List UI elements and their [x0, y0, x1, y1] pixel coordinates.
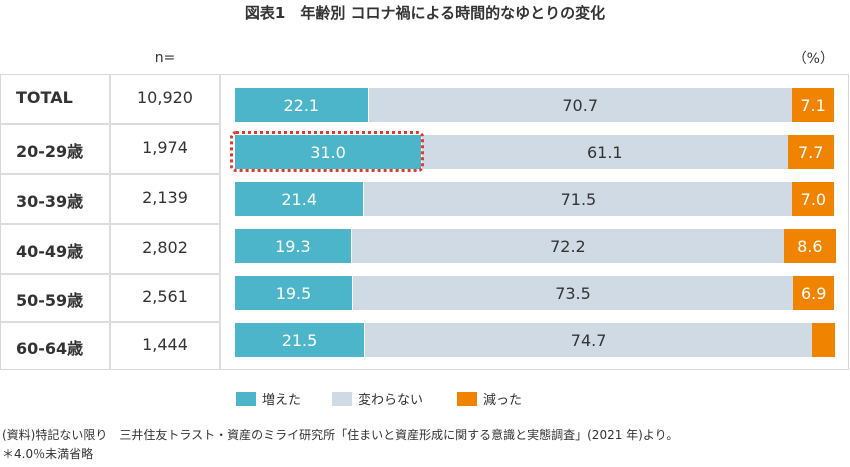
- legend-item: 変わらない: [332, 389, 423, 408]
- data-label: 22.1: [283, 95, 320, 115]
- legend-item: 増えた: [236, 389, 301, 408]
- data-label: 72.2: [550, 236, 586, 256]
- data-label: 74.7: [570, 330, 607, 350]
- bar-segment: 21.5: [235, 323, 364, 357]
- bar-segment: 73.5: [352, 276, 793, 310]
- bar-segment: 22.1: [235, 88, 368, 122]
- n-value: 2,561: [142, 287, 188, 306]
- data-label: 73.5: [555, 283, 591, 303]
- legend-label: 増えた: [262, 393, 302, 408]
- bar-segment: 21.4: [235, 182, 364, 216]
- data-label: 21.4: [281, 189, 317, 209]
- chart-title: 図表1 年齢別 コロナ禍による時間的なゆとりの変化: [244, 4, 606, 22]
- divider: [219, 74, 221, 370]
- category-label: 60-64歳: [16, 339, 84, 358]
- bar-segment: 6.9: [793, 276, 835, 310]
- legend-swatch: [332, 391, 352, 406]
- footnote: ＊4.0％未満省略: [2, 447, 94, 461]
- bar-segment: 72.2: [350, 229, 784, 263]
- bar-segment: 19.5: [235, 276, 352, 310]
- n-header: n=: [154, 50, 176, 66]
- bar-segment: 31.0: [235, 135, 421, 169]
- bar-segment: 71.5: [363, 182, 793, 216]
- row-divider: [0, 273, 220, 275]
- bar-segment: 70.7: [367, 88, 792, 122]
- bar-segment: 7.1: [791, 88, 835, 122]
- bar-segment: [812, 323, 835, 357]
- data-label: 61.1: [586, 142, 623, 162]
- n-value: 1,974: [142, 138, 188, 157]
- n-value: 2,139: [142, 188, 188, 207]
- data-label: 19.3: [275, 236, 311, 256]
- bar-segment: 74.7: [364, 323, 813, 357]
- bar-segment: 7.0: [792, 182, 835, 216]
- category-label: 50-59歳: [16, 291, 84, 310]
- source-note: (資料)特記ない限り 三井住友トラスト・資産のミライ研究所「住まいと資産形成に関…: [2, 428, 679, 442]
- highlight-box: [230, 131, 424, 172]
- data-label: 7.1: [800, 95, 826, 115]
- legend-label: 変わらない: [358, 393, 424, 408]
- data-label: 7.0: [800, 189, 827, 209]
- data-label: 70.7: [562, 95, 598, 115]
- bar-segment: 7.7: [787, 135, 834, 169]
- data-label: 21.5: [281, 330, 318, 350]
- n-value: 2,802: [142, 238, 188, 257]
- legend-swatch: [457, 391, 477, 406]
- row-divider: [0, 123, 220, 125]
- legend-swatch: [236, 391, 256, 406]
- data-label: 31.0: [310, 142, 346, 162]
- data-label: 19.5: [275, 283, 312, 303]
- legend-label: 減った: [483, 393, 523, 408]
- row-divider: [0, 321, 220, 323]
- category-label: 20-29歳: [16, 142, 84, 161]
- bar-segment: 19.3: [235, 229, 351, 263]
- legend-item: 減った: [457, 389, 522, 408]
- chart-frame: [0, 74, 849, 370]
- data-label: 8.6: [797, 236, 823, 256]
- category-label: 30-39歳: [16, 192, 84, 211]
- category-label: TOTAL: [16, 88, 73, 107]
- data-label: 6.9: [800, 283, 827, 303]
- unit-label: （%）: [792, 51, 834, 67]
- bar-segment: 8.6: [784, 229, 836, 263]
- n-value: 10,920: [137, 88, 193, 107]
- data-label: 71.5: [560, 189, 597, 209]
- row-divider: [0, 223, 220, 225]
- bar-segment: 61.1: [421, 135, 788, 169]
- category-label: 40-49歳: [16, 242, 84, 261]
- data-label: 7.7: [797, 142, 824, 162]
- n-value: 1,444: [142, 335, 188, 354]
- row-divider: [0, 173, 220, 175]
- divider: [109, 74, 111, 370]
